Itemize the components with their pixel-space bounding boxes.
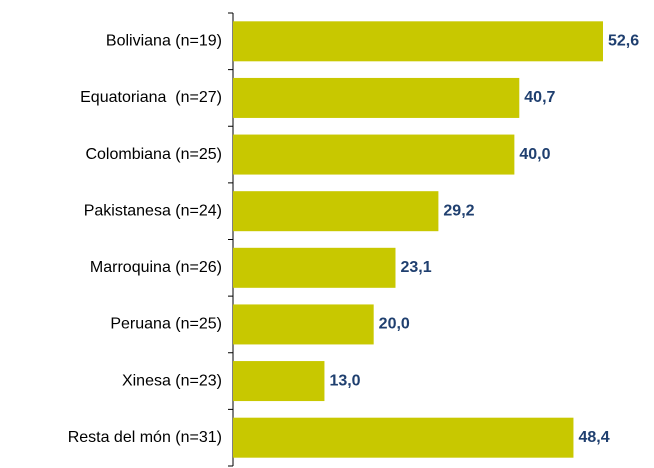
category-label: Colombiana (n=25) — [85, 146, 222, 163]
bar — [233, 247, 396, 288]
bar — [233, 417, 574, 458]
category-label: Pakistanesa (n=24) — [84, 202, 222, 219]
bar — [233, 361, 325, 402]
category-label: Boliviana (n=19) — [106, 33, 222, 50]
category-label: Marroquina (n=26) — [90, 259, 222, 276]
value-label: 20,0 — [379, 316, 410, 333]
bar — [233, 77, 520, 118]
bar — [233, 21, 603, 62]
bar — [233, 134, 515, 175]
value-label: 48,4 — [578, 429, 609, 446]
category-label: Resta del món (n=31) — [68, 429, 222, 446]
category-label: Xinesa (n=23) — [122, 372, 222, 389]
bar — [233, 304, 374, 345]
value-label: 29,2 — [443, 202, 474, 219]
value-label: 13,0 — [329, 372, 360, 389]
value-label: 40,0 — [519, 146, 550, 163]
value-label: 40,7 — [524, 89, 555, 106]
bar — [233, 191, 439, 232]
value-label: 52,6 — [608, 33, 639, 50]
category-label: Equatoriana (n=27) — [80, 89, 222, 106]
category-label: Peruana (n=25) — [110, 316, 222, 333]
value-label: 23,1 — [400, 259, 431, 276]
